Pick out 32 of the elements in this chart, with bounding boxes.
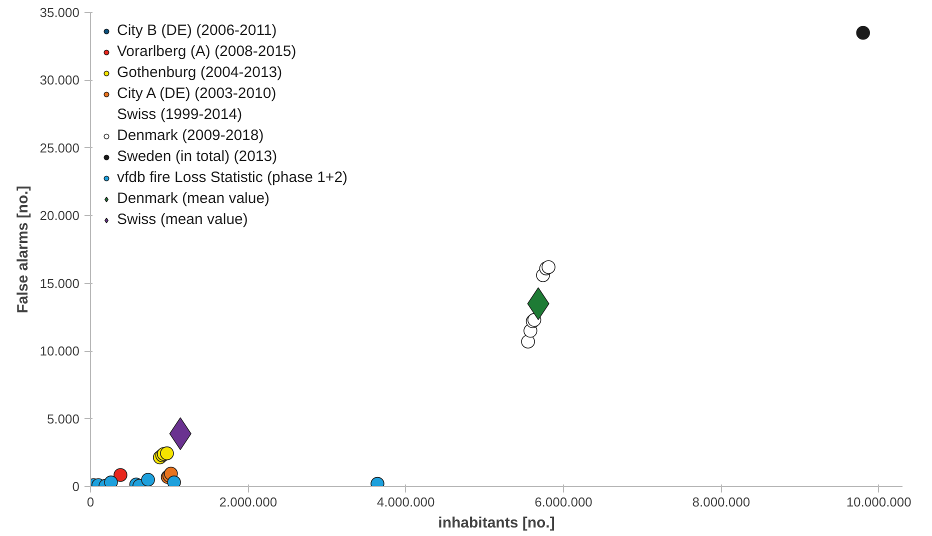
legend-label: City B (DE) (2006-2011) [117, 22, 277, 39]
legend-label: Vorarlberg (A) (2008-2015) [117, 43, 296, 60]
point [114, 468, 128, 482]
x-tick-label: 0 [86, 494, 94, 510]
y-tick-label: 25.000 [40, 140, 80, 156]
legend-label: Sweden (in total) (2013) [117, 148, 278, 165]
point [856, 26, 870, 40]
x-tick-label: 8.000.000 [692, 494, 750, 510]
x-tick-label: 4.000.000 [376, 494, 435, 510]
y-tick-label: 5.000 [46, 411, 80, 426]
y-axis-title: False alarms [no.] [14, 186, 32, 314]
legend-label: Denmark (2009-2018) [117, 127, 264, 144]
point [160, 446, 174, 460]
legend-label: Gothenburg (2004-2013) [117, 64, 282, 81]
point [542, 260, 556, 274]
y-tick-label: 35.000 [40, 5, 80, 20]
legend-label: Swiss (mean value) [117, 211, 248, 228]
y-tick-label: 15.000 [40, 276, 80, 291]
y-tick-label: 30.000 [40, 72, 80, 88]
legend-label: Denmark (mean value) [117, 190, 270, 207]
legend-label: City A (DE) (2003-2010) [117, 85, 276, 102]
text: Swiss (1999-2014) [117, 106, 242, 123]
point [521, 334, 535, 348]
y-tick-label: 20.000 [40, 208, 80, 224]
y-tick-label: 0 [72, 479, 80, 494]
x-tick-label: 10.000.000 [846, 494, 912, 510]
point [141, 472, 155, 486]
legend-label: vfdb fire Loss Statistic (phase 1+2) [117, 169, 348, 186]
x-tick-label: 2.000.000 [219, 494, 278, 510]
x-tick-label: 6.000.000 [534, 494, 592, 510]
x-axis-title: inhabitants [no.] [438, 514, 555, 532]
y-tick-label: 10.000 [40, 344, 80, 359]
